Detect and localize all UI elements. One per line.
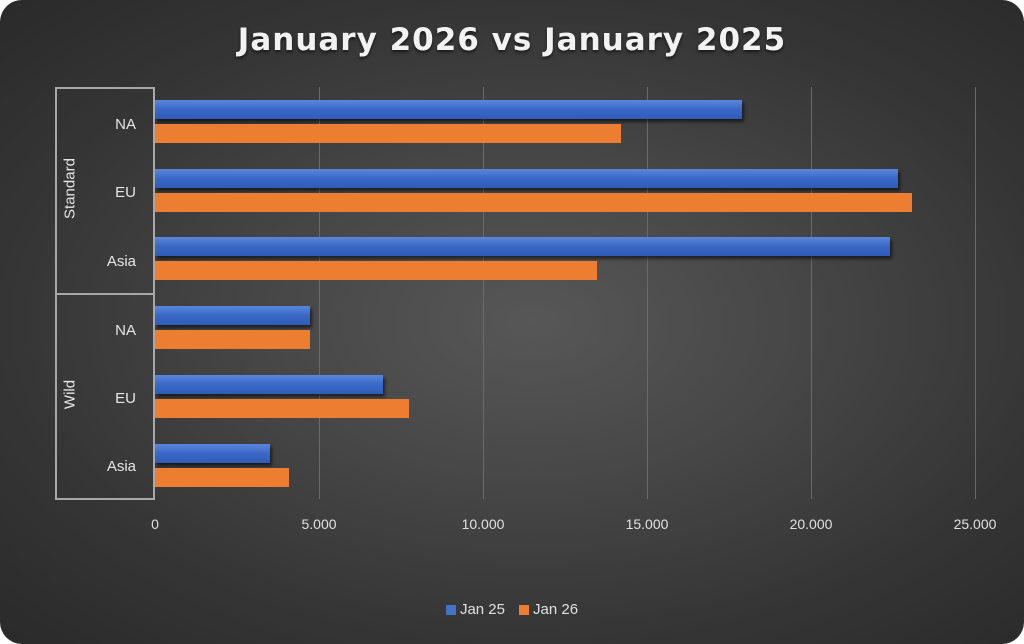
- bar-jan25[interactable]: [155, 237, 890, 257]
- bar-jan26[interactable]: [155, 124, 621, 143]
- gridline: [483, 87, 484, 499]
- x-tick: 10.000: [461, 516, 505, 532]
- gridline: [975, 87, 976, 499]
- group-bracket-bottom: [55, 498, 155, 500]
- gridline: [647, 87, 648, 499]
- bar-jan26[interactable]: [155, 330, 311, 350]
- x-tick: 15.000: [625, 516, 669, 532]
- bar-jan26[interactable]: [155, 398, 409, 418]
- category-label: NA: [115, 116, 136, 133]
- bar-jan26[interactable]: [155, 192, 913, 212]
- bar-jan25[interactable]: [155, 100, 743, 119]
- bar-jan26[interactable]: [155, 261, 598, 281]
- gridline: [811, 87, 812, 499]
- chart-title: January 2026 vs January 2025: [237, 22, 787, 58]
- legend-label: Jan 26: [533, 601, 579, 618]
- group-axis-line: [55, 87, 57, 500]
- x-tick: 20.000: [789, 516, 833, 532]
- category-label: EU: [115, 390, 136, 407]
- bar-jan25[interactable]: [155, 443, 270, 463]
- category-label: Asia: [106, 458, 136, 475]
- group-bracket-top: [55, 87, 155, 89]
- legend-item-jan26[interactable]: Jan 26: [519, 601, 578, 618]
- bar-jan25[interactable]: [155, 168, 898, 188]
- legend-swatch-blue: [445, 604, 456, 615]
- x-tick: 0: [151, 516, 159, 532]
- bar-jan26[interactable]: [155, 467, 290, 487]
- legend-swatch-orange: [519, 604, 529, 615]
- bar-jan25[interactable]: [155, 306, 311, 326]
- group-bracket-mid: [55, 293, 155, 295]
- x-tick: 25.000: [953, 516, 997, 532]
- bar-jan25[interactable]: [155, 374, 383, 394]
- legend-item-jan25[interactable]: Jan 25: [445, 601, 505, 618]
- gridline: [319, 87, 320, 499]
- legend: Jan 25 Jan 26: [0, 601, 1024, 618]
- category-label: EU: [115, 184, 136, 201]
- plot-area: [155, 87, 976, 499]
- category-label: NA: [115, 322, 136, 339]
- x-tick: 5.000: [301, 516, 337, 532]
- legend-label: Jan 25: [459, 601, 505, 618]
- category-label: Asia: [106, 253, 136, 270]
